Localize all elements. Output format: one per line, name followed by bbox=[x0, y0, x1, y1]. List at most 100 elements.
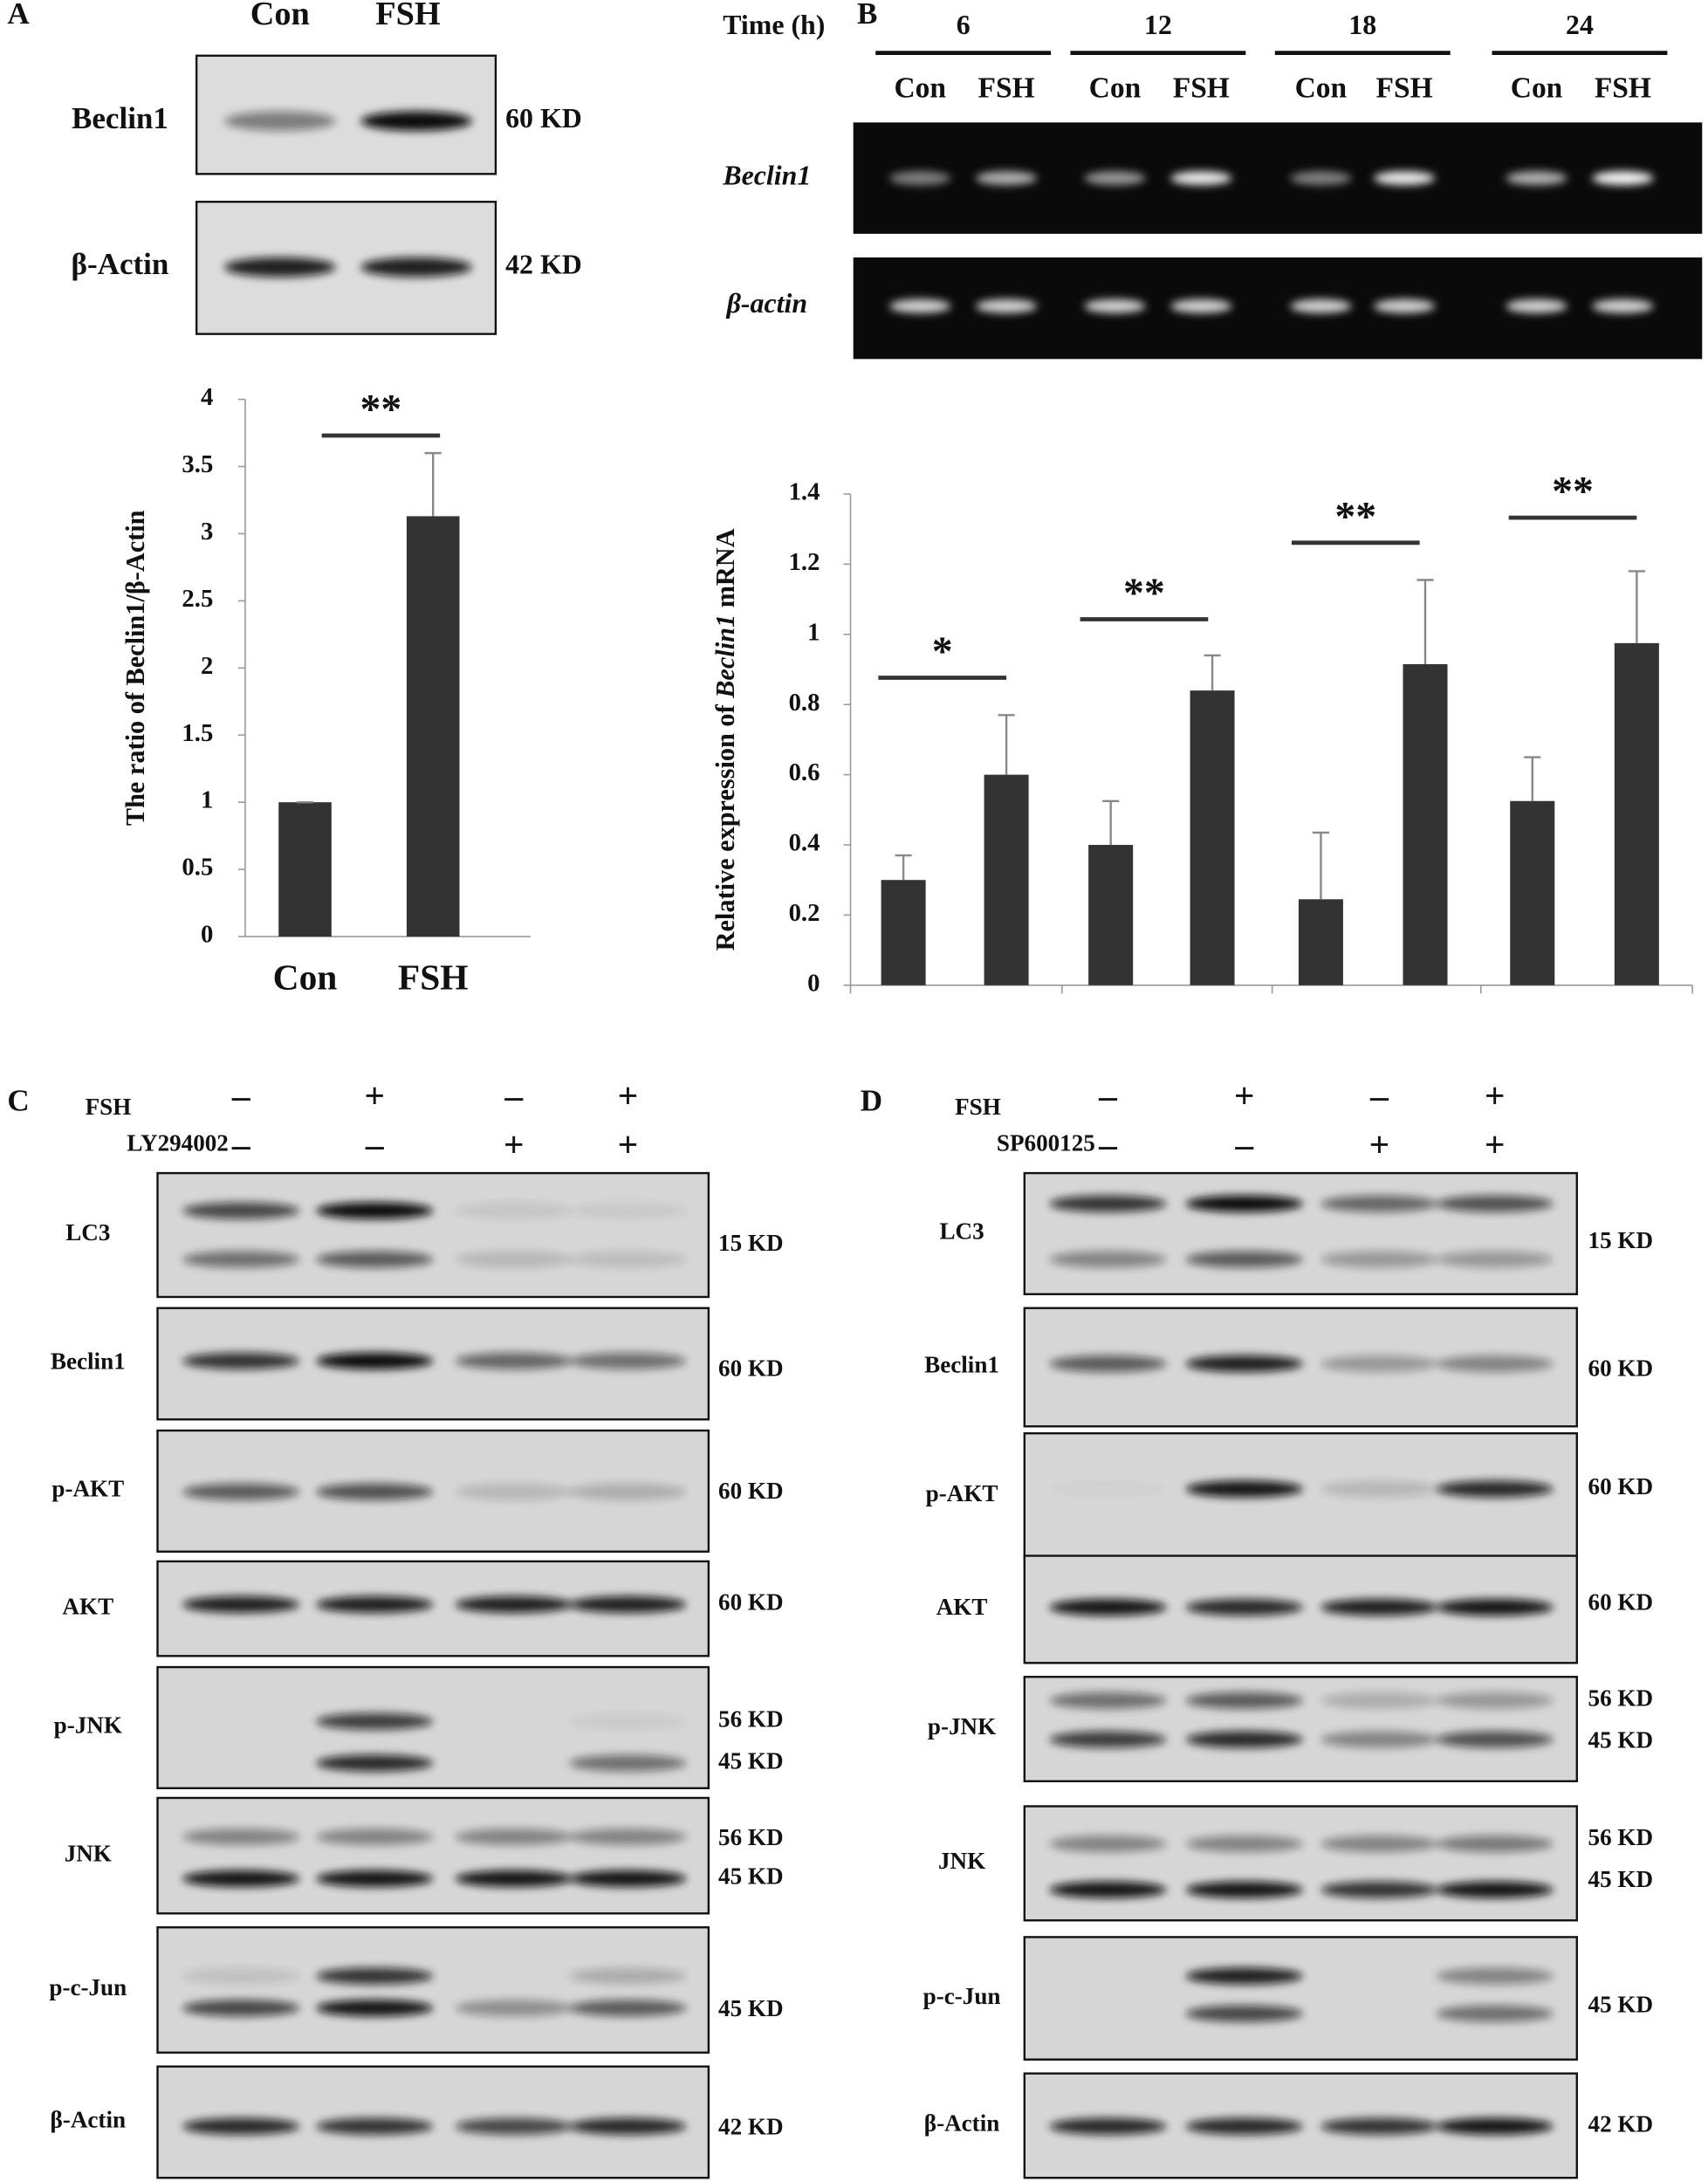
band bbox=[455, 1251, 573, 1268]
band bbox=[569, 2117, 687, 2135]
band bbox=[1084, 171, 1146, 186]
treatment-sign: + bbox=[1485, 1124, 1506, 1164]
band bbox=[182, 1829, 300, 1846]
band bbox=[1320, 1598, 1438, 1616]
band bbox=[1049, 1731, 1167, 1748]
lane-label: Con bbox=[1511, 72, 1563, 104]
size-label: 45 KD bbox=[1588, 1866, 1654, 1892]
blot bbox=[1023, 1171, 1578, 1295]
blot-label: p-AKT bbox=[51, 1476, 124, 1502]
blot-label: LC3 bbox=[939, 1218, 984, 1245]
size-label: 45 KD bbox=[1588, 1726, 1654, 1753]
band bbox=[316, 2117, 434, 2135]
size-label: 56 KD bbox=[718, 1824, 784, 1850]
band bbox=[569, 1251, 687, 1268]
panel-label: B bbox=[857, 0, 877, 31]
treatment-label: SP600125 bbox=[997, 1129, 1095, 1156]
y-axis-label: The ratio of Beclin1/β-Actin bbox=[120, 510, 150, 826]
treatment-sign: + bbox=[618, 1075, 639, 1115]
band bbox=[569, 2000, 687, 2017]
band bbox=[316, 1967, 434, 1985]
gel-label: β-actin bbox=[726, 288, 807, 319]
bar bbox=[1190, 690, 1235, 985]
treatment-sign: – bbox=[1098, 1124, 1117, 1164]
lane-label: FSH bbox=[1173, 72, 1230, 104]
treatment-label: LY294002 bbox=[127, 1129, 228, 1156]
blot-label: JNK bbox=[65, 1840, 112, 1866]
band bbox=[569, 1483, 687, 1500]
band bbox=[1049, 1835, 1167, 1853]
blot-label: AKT bbox=[62, 1593, 113, 1619]
treatment-sign: – bbox=[365, 1124, 384, 1164]
y-tick-label: 1.4 bbox=[789, 478, 820, 506]
treatment-sign: – bbox=[1234, 1124, 1253, 1164]
blot-label: Beclin1 bbox=[72, 101, 168, 135]
band bbox=[455, 2000, 573, 2017]
blot bbox=[156, 1796, 710, 1915]
band bbox=[1592, 171, 1654, 186]
y-tick-label: 1.5 bbox=[182, 719, 213, 747]
blot-label: Beclin1 bbox=[924, 1352, 999, 1378]
band bbox=[1320, 1480, 1438, 1498]
band bbox=[1592, 298, 1654, 313]
treatment-sign: + bbox=[1369, 1124, 1390, 1164]
bar bbox=[406, 516, 460, 937]
band bbox=[1049, 1881, 1167, 1898]
significance-label: ** bbox=[1123, 570, 1165, 616]
band bbox=[360, 257, 472, 278]
size-label: 60 KD bbox=[1588, 1473, 1654, 1499]
y-tick-label: 1 bbox=[201, 786, 213, 814]
gel-label: Beclin1 bbox=[722, 160, 811, 190]
band bbox=[1049, 1195, 1167, 1212]
band bbox=[1185, 1480, 1303, 1498]
band bbox=[224, 111, 336, 131]
lane-label: FSH bbox=[375, 0, 441, 32]
band bbox=[1436, 1881, 1554, 1898]
band bbox=[1185, 1691, 1303, 1709]
size-label: 60 KD bbox=[1588, 1589, 1654, 1616]
band bbox=[182, 1595, 300, 1613]
error-bar bbox=[1102, 799, 1120, 846]
y-tick-label: 0.2 bbox=[789, 899, 820, 927]
band bbox=[316, 1595, 434, 1613]
blot-label: β-Actin bbox=[71, 247, 168, 281]
band bbox=[1320, 1835, 1438, 1853]
blot-label: p-c-Jun bbox=[923, 1983, 1001, 2009]
band bbox=[1185, 1967, 1303, 1985]
band bbox=[1436, 1355, 1554, 1373]
treatment-sign: – bbox=[231, 1075, 250, 1115]
band bbox=[1506, 171, 1567, 186]
panel-label: C bbox=[7, 1083, 29, 1117]
y-tick-label: 0 bbox=[807, 969, 820, 997]
band bbox=[1185, 1835, 1303, 1853]
y-tick-label: 1.2 bbox=[789, 548, 820, 576]
size-label: 15 KD bbox=[1588, 1227, 1654, 1253]
treatment-sign: – bbox=[1098, 1075, 1117, 1115]
band bbox=[1185, 2117, 1303, 2135]
treatment-sign: + bbox=[618, 1124, 639, 1164]
lane-label: Con bbox=[894, 72, 946, 104]
band bbox=[1185, 1731, 1303, 1748]
band bbox=[1436, 1967, 1554, 1985]
y-tick-label: 0 bbox=[201, 921, 213, 949]
size-label: 60 KD bbox=[505, 103, 582, 134]
y-axis-label-part: Beclin1 bbox=[710, 614, 740, 699]
band bbox=[1320, 1691, 1438, 1709]
band bbox=[569, 1829, 687, 1846]
band bbox=[182, 1483, 300, 1500]
error-bar bbox=[424, 451, 442, 517]
blot-label: JNK bbox=[938, 1848, 985, 1874]
x-tick-label: FSH bbox=[398, 957, 469, 998]
band bbox=[1320, 1881, 1438, 1898]
band bbox=[569, 1352, 687, 1369]
band bbox=[1185, 1251, 1303, 1268]
treatment-label: FSH bbox=[86, 1094, 132, 1120]
blot-label: p-JNK bbox=[54, 1712, 122, 1739]
size-label: 56 KD bbox=[718, 1705, 784, 1732]
band bbox=[1185, 1598, 1303, 1616]
band bbox=[182, 1352, 300, 1369]
blot bbox=[156, 1926, 710, 2054]
treatment-sign: – bbox=[1369, 1075, 1389, 1115]
band bbox=[316, 1829, 434, 1846]
